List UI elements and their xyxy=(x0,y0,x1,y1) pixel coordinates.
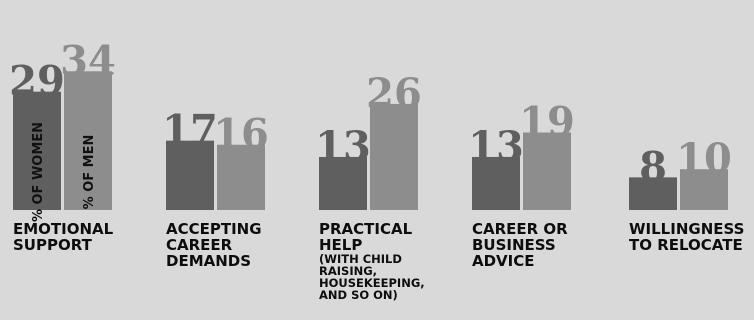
category-label-2: PRACTICAL HELP (WITH CHILD RAISING, HOUSE… xyxy=(319,220,425,302)
value-label-men-0: 34 xyxy=(60,37,116,84)
bar-women-1 xyxy=(166,140,214,210)
value-label-men-3: 19 xyxy=(519,98,575,145)
category-label-0: EMOTIONAL SUPPORT xyxy=(13,220,114,254)
category-label-3: CAREER OR BUSINESS ADVICE xyxy=(472,220,568,270)
bar-women-4 xyxy=(629,177,677,210)
bar-women-3 xyxy=(472,156,520,210)
category-note-2: (WITH CHILD RAISING, HOUSEKEEPING, AND S… xyxy=(319,252,425,302)
value-label-men-2: 26 xyxy=(366,70,422,117)
bar-men-0 xyxy=(64,71,112,210)
value-label-men-1: 16 xyxy=(213,111,269,158)
bar-women-2 xyxy=(319,156,367,210)
value-label-women-0: 29 xyxy=(9,58,65,105)
value-label-men-4: 10 xyxy=(676,135,732,182)
category-label-4: WILLINGNESS TO RELOCATE xyxy=(629,220,745,254)
series-label-men: % OF MEN xyxy=(82,135,97,210)
bar-men-1 xyxy=(217,144,265,210)
category-label-1: ACCEPTING CAREER DEMANDS xyxy=(166,220,262,270)
bar-men-2 xyxy=(370,103,418,210)
value-label-women-2: 13 xyxy=(315,123,371,170)
value-label-women-1: 17 xyxy=(162,107,218,154)
series-label-women: % OF WOMEN xyxy=(31,122,46,222)
bar-women-0 xyxy=(13,91,61,210)
value-label-women-4: 8 xyxy=(639,143,667,190)
bar-men-4 xyxy=(680,169,728,210)
bar-men-3 xyxy=(523,132,571,210)
value-label-women-3: 13 xyxy=(468,123,524,170)
